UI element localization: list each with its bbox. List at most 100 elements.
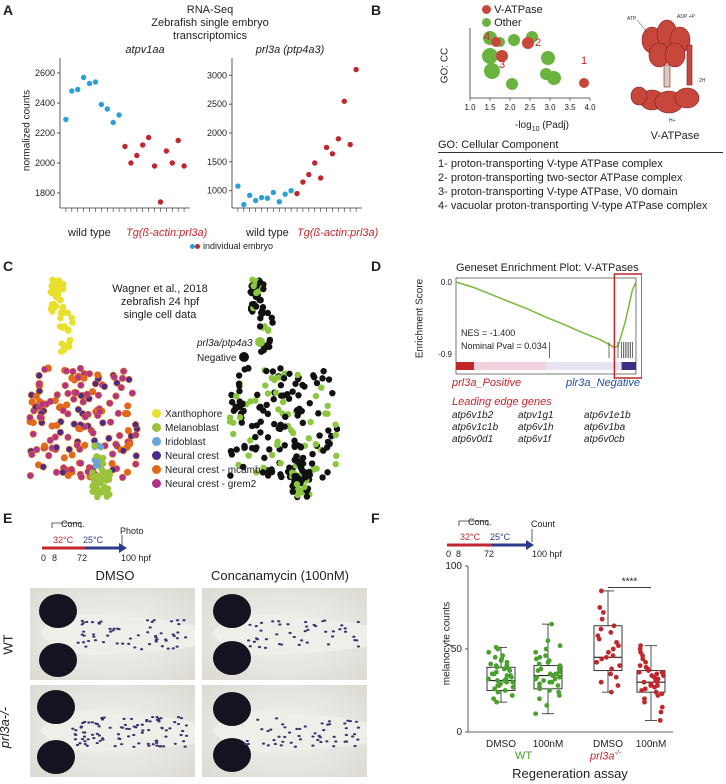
- data-point: [609, 666, 614, 672]
- umap-cell: [106, 399, 114, 407]
- tg-point: [347, 141, 353, 148]
- gsea-area: 0.0 -0.9: [438, 273, 642, 379]
- umap-cell: [258, 348, 265, 355]
- melanocyte: [125, 727, 129, 730]
- umap-cell: [60, 285, 67, 293]
- tg-point: [163, 148, 170, 154]
- melanocyte: [269, 728, 273, 731]
- umap-cell: [64, 342, 71, 349]
- gene: atp6v1b2: [452, 410, 494, 421]
- umap-celltype-legend: Xanthophore Melanoblast Iridoblast Neura…: [152, 408, 261, 492]
- umap-cell: [277, 392, 285, 399]
- struct-atp-label: ATP: [627, 16, 637, 22]
- data-point: [595, 633, 601, 639]
- data-point: [637, 663, 643, 668]
- umap-cell: [325, 427, 332, 434]
- panel-letter-c: C: [3, 258, 14, 274]
- umap-cell: [53, 421, 61, 429]
- melanocyte: [173, 742, 177, 745]
- umap-cell: [264, 309, 271, 317]
- data-point: [642, 696, 647, 702]
- melanocyte: [82, 630, 86, 633]
- wt-point: [252, 197, 259, 204]
- umap-cell: [241, 442, 248, 450]
- umap-cell: [278, 473, 285, 481]
- gsea-title: Geneset Enrichment Plot: V-ATPases: [456, 262, 639, 274]
- melanocyte: [82, 634, 86, 637]
- umap-cell: [305, 435, 313, 442]
- data-point: [504, 673, 510, 678]
- data-point: [488, 661, 494, 667]
- umap-cell: [326, 440, 333, 448]
- melanocyte: [254, 625, 258, 628]
- umap-cell: [93, 481, 101, 488]
- melanocyte: [106, 634, 110, 637]
- y-tick-label: 3000: [207, 70, 227, 80]
- timeline-tick: 100 hpf: [121, 553, 152, 563]
- melanocyte: [158, 745, 162, 748]
- data-point: [544, 703, 550, 708]
- umap-cell: [325, 376, 333, 383]
- melanocyte: [319, 740, 323, 744]
- umap-cell: [51, 433, 59, 441]
- data-point: [486, 649, 492, 655]
- umap-cell: [269, 368, 277, 375]
- umap-cell: [289, 388, 296, 395]
- melanocyte: [356, 620, 360, 624]
- rank-strip-positive: [456, 362, 546, 370]
- wt-point: [270, 189, 277, 196]
- melanocyte: [147, 744, 151, 747]
- umap-cell: [277, 365, 284, 372]
- row-label-prl3a: prl3a-/-: [0, 706, 13, 749]
- data-point: [557, 643, 563, 649]
- umap-cell: [56, 323, 64, 330]
- melanocyte: [146, 631, 150, 634]
- umap-cell: [256, 323, 264, 330]
- data-point: [603, 654, 609, 660]
- melanocyte: [100, 737, 105, 740]
- melanocyte: [331, 630, 335, 633]
- melanocyte: [184, 724, 189, 727]
- other-bubble: [540, 68, 552, 80]
- umap-cell: [266, 446, 273, 453]
- umap-cell: [81, 441, 89, 449]
- melanocyte: [171, 647, 175, 650]
- umap-cell: [57, 296, 64, 303]
- x-tick-label: 100nM: [533, 739, 564, 750]
- y-tick-label: 0.0: [441, 278, 453, 287]
- melanocyte: [137, 742, 141, 745]
- umap-cell: [268, 451, 276, 459]
- melanocyte: [246, 742, 250, 746]
- embryo-image-wt-dmso: [30, 588, 195, 680]
- melanocyte: [86, 639, 91, 643]
- panel-letter-f: F: [371, 510, 380, 526]
- rank-strip-negative: [621, 362, 636, 370]
- umap-cell: [96, 408, 104, 416]
- y-tick-label: 1000: [207, 186, 227, 196]
- wt-point: [116, 112, 122, 118]
- melanocyte: [298, 727, 302, 731]
- group-label-wt: WT: [515, 750, 533, 762]
- legend-other-dot: [482, 18, 491, 27]
- umap-cell: [116, 432, 124, 440]
- umap-cell: [50, 300, 57, 308]
- umap-cell: [113, 379, 121, 387]
- legend-wt-dot: [190, 244, 195, 249]
- umap-cell: [277, 382, 285, 389]
- melanocyte: [297, 734, 301, 738]
- umap-cell: [26, 414, 34, 422]
- melanocyte: [166, 647, 170, 650]
- melanocyte: [261, 742, 266, 745]
- data-point: [549, 621, 555, 627]
- tg-point: [300, 179, 306, 185]
- melanocyte: [148, 720, 152, 723]
- umap-cell: [52, 468, 61, 476]
- melanocyte: [338, 628, 342, 631]
- umap-cell: [269, 319, 276, 326]
- umap-cell: [280, 375, 288, 382]
- melanocyte: [356, 738, 360, 741]
- melanocyte: [343, 630, 348, 633]
- melanocyte: [353, 744, 357, 748]
- go-item: 3- proton-transporting V-type ATPase, V0…: [438, 186, 678, 198]
- umap-cell: [272, 389, 280, 396]
